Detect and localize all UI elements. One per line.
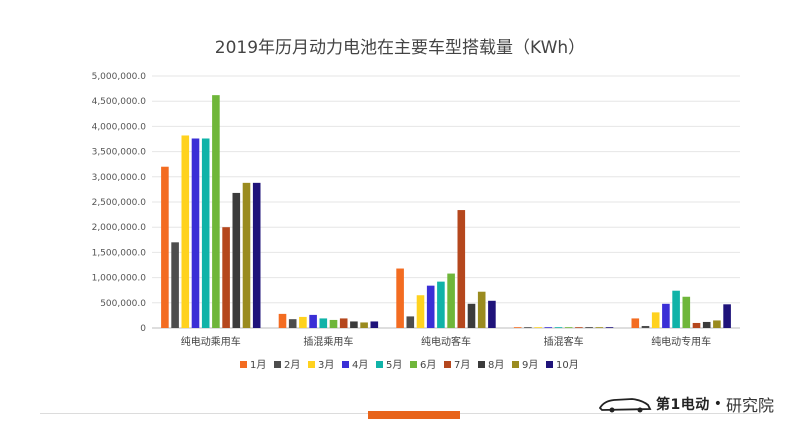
legend-label: 5月 xyxy=(386,359,402,371)
bar xyxy=(524,327,532,328)
bar xyxy=(692,322,701,328)
bar xyxy=(723,304,731,328)
x-category-label: 纯电动客车 xyxy=(421,335,471,348)
y-tick-label: 4,000,000.0 xyxy=(92,122,147,132)
bar xyxy=(477,291,486,328)
bar xyxy=(713,320,721,328)
bar xyxy=(605,327,614,328)
bar xyxy=(319,318,328,328)
bar xyxy=(339,318,348,328)
legend-swatch xyxy=(240,361,247,368)
bar xyxy=(564,327,573,328)
brand-name: 第1电动 xyxy=(656,397,710,413)
legend-label: 7月 xyxy=(454,359,470,371)
legend-swatch xyxy=(410,361,417,368)
legend-label: 3月 xyxy=(318,359,334,371)
bar xyxy=(181,135,190,328)
bar xyxy=(467,303,476,328)
y-tick-label: 0 xyxy=(140,324,146,334)
y-tick-label: 5,000,000.0 xyxy=(92,72,147,82)
x-category-label: 插混客车 xyxy=(544,335,584,348)
bar xyxy=(201,138,210,328)
bars xyxy=(161,95,731,328)
legend-label: 4月 xyxy=(352,359,368,371)
legend-swatch xyxy=(376,361,383,368)
bar xyxy=(437,281,445,328)
bar xyxy=(406,316,415,328)
grid-lines xyxy=(152,75,740,329)
legend-label: 8月 xyxy=(488,359,504,371)
bar xyxy=(416,295,425,328)
bar xyxy=(682,296,691,328)
bar xyxy=(329,319,338,328)
bar xyxy=(212,95,220,328)
car-logo-icon xyxy=(598,398,652,413)
bar xyxy=(447,273,455,328)
bar xyxy=(651,312,660,328)
bar xyxy=(672,290,680,328)
bar xyxy=(575,327,583,328)
bar xyxy=(396,268,404,328)
y-tick-label: 1,000,000.0 xyxy=(92,274,147,284)
legend-label: 1月 xyxy=(250,359,266,371)
bar xyxy=(534,327,542,328)
bar xyxy=(585,327,593,328)
y-axis: 0 500,000.0 1,000,000.0 1,500,000.0 2,000,00… xyxy=(92,72,147,334)
legend-label: 10月 xyxy=(556,359,579,371)
y-tick-label: 2,500,000.0 xyxy=(92,198,147,208)
bar xyxy=(488,300,496,328)
chart-title: 2019年历月动力电池在主要车型搭载量（KWh） xyxy=(215,38,585,58)
bar xyxy=(426,285,435,328)
bar xyxy=(299,316,307,328)
legend-swatch xyxy=(444,361,451,368)
legend-swatch xyxy=(274,361,281,368)
bar xyxy=(457,210,466,328)
brand-logo: 第1电动 • 研究院 xyxy=(598,392,774,416)
y-tick-label: 1,500,000.0 xyxy=(92,248,147,258)
legend-label: 6月 xyxy=(420,359,436,371)
bar xyxy=(544,327,553,328)
bar xyxy=(370,321,379,328)
bar xyxy=(360,322,368,328)
legend-swatch xyxy=(342,361,349,368)
legend-swatch xyxy=(546,361,553,368)
bar xyxy=(631,318,640,328)
bar xyxy=(595,327,604,328)
bar xyxy=(232,192,241,328)
legend-swatch xyxy=(478,361,485,368)
legend-swatch xyxy=(308,361,315,368)
legend-swatch xyxy=(512,361,519,368)
x-category-label: 纯电动专用车 xyxy=(651,335,711,348)
brand-subtitle: 研究院 xyxy=(726,396,775,415)
bar xyxy=(513,327,522,328)
legend-label: 2月 xyxy=(284,359,300,371)
bar xyxy=(309,314,317,328)
y-tick-label: 3,000,000.0 xyxy=(92,173,147,183)
bar xyxy=(278,313,287,328)
bar xyxy=(350,321,358,328)
bar xyxy=(641,325,650,328)
y-tick-label: 3,500,000.0 xyxy=(92,148,147,158)
legend: 1月 2月 3月 4月 5月 6月 7月 8月 9月 10月 xyxy=(240,359,579,371)
bar xyxy=(702,321,711,328)
bar xyxy=(171,242,179,328)
bar xyxy=(662,303,670,328)
y-tick-label: 2,000,000.0 xyxy=(92,223,147,233)
bar xyxy=(242,182,251,328)
brand-separator: • xyxy=(713,396,723,412)
y-tick-label: 4,500,000.0 xyxy=(92,97,147,107)
bar xyxy=(161,166,169,328)
bar xyxy=(191,138,200,328)
x-axis: 纯电动乘用车 插混乘用车 纯电动客车 插混客车 纯电动专用车 xyxy=(181,335,711,348)
x-category-label: 插混乘用车 xyxy=(303,335,353,348)
y-tick-label: 500,000.0 xyxy=(100,299,146,309)
legend-label: 9月 xyxy=(522,359,538,371)
x-category-label: 纯电动乘用车 xyxy=(181,335,241,348)
bar xyxy=(288,319,297,328)
footer-accent-bar xyxy=(368,411,460,419)
bar xyxy=(222,227,230,328)
bar xyxy=(554,327,563,328)
bar xyxy=(252,182,261,328)
